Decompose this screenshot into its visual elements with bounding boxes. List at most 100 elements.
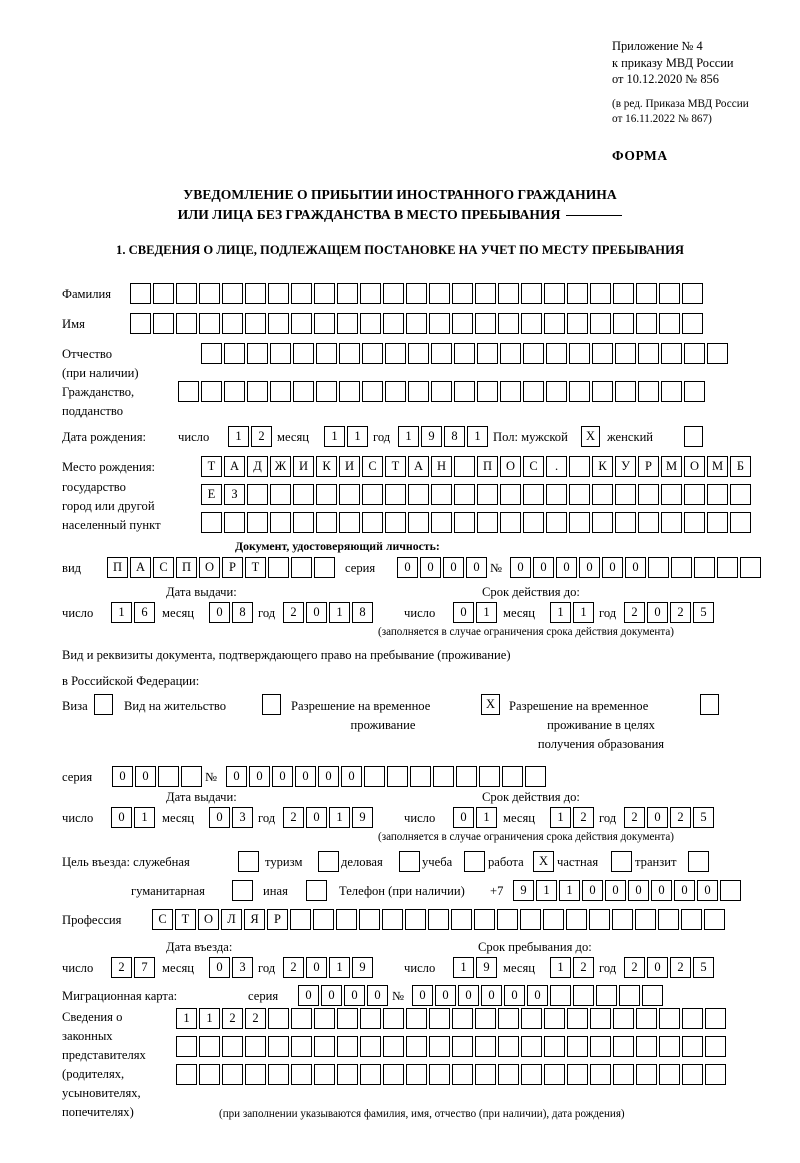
form-char-cell[interactable] — [682, 313, 703, 334]
form-char-cell[interactable] — [567, 1036, 588, 1057]
form-char-cell[interactable]: 0 — [481, 985, 502, 1006]
form-char-cell[interactable] — [454, 456, 475, 477]
form-char-cell[interactable] — [359, 909, 380, 930]
form-char-cell[interactable] — [544, 283, 565, 304]
form-char-cell[interactable] — [659, 1064, 680, 1085]
form-char-cell[interactable] — [543, 909, 564, 930]
form-char-cell[interactable]: П — [107, 557, 128, 578]
form-char-cell[interactable] — [590, 1064, 611, 1085]
form-char-cell[interactable] — [479, 766, 500, 787]
temp-residence-checkbox[interactable]: X — [481, 694, 500, 715]
form-char-cell[interactable] — [546, 484, 567, 505]
purpose-study-checkbox[interactable] — [464, 851, 487, 872]
form-char-cell[interactable]: X — [533, 851, 554, 872]
form-char-cell[interactable]: 0 — [453, 602, 474, 623]
form-char-cell[interactable] — [318, 851, 339, 872]
form-char-cell[interactable] — [589, 909, 610, 930]
form-char-cell[interactable] — [199, 313, 220, 334]
form-char-cell[interactable] — [525, 766, 546, 787]
purpose-transit-checkbox[interactable] — [688, 851, 711, 872]
form-char-cell[interactable] — [339, 512, 360, 533]
form-char-cell[interactable]: 7 — [134, 957, 155, 978]
form-char-cell[interactable] — [314, 1036, 335, 1057]
form-char-cell[interactable]: Т — [385, 456, 406, 477]
form-char-cell[interactable] — [688, 851, 709, 872]
sex-male-checkbox[interactable]: X — [581, 426, 600, 447]
form-char-cell[interactable] — [314, 1064, 335, 1085]
form-char-cell[interactable]: 1 — [347, 426, 368, 447]
form-char-cell[interactable] — [406, 1008, 427, 1029]
form-char-cell[interactable] — [592, 381, 613, 402]
form-char-cell[interactable] — [247, 343, 268, 364]
form-char-cell[interactable] — [337, 283, 358, 304]
form-char-cell[interactable] — [500, 343, 521, 364]
form-char-cell[interactable] — [291, 313, 312, 334]
form-char-cell[interactable] — [613, 1036, 634, 1057]
form-char-cell[interactable]: У — [615, 456, 636, 477]
form-char-cell[interactable]: 9 — [476, 957, 497, 978]
form-char-cell[interactable] — [546, 343, 567, 364]
form-char-cell[interactable]: 0 — [295, 766, 316, 787]
form-char-cell[interactable] — [682, 1008, 703, 1029]
form-char-cell[interactable] — [383, 1064, 404, 1085]
form-char-cell[interactable]: 0 — [209, 602, 230, 623]
form-char-cell[interactable]: 1 — [453, 957, 474, 978]
form-char-cell[interactable]: 2 — [111, 957, 132, 978]
form-char-cell[interactable]: 2 — [251, 426, 272, 447]
form-char-cell[interactable]: 1 — [550, 957, 571, 978]
form-char-cell[interactable] — [429, 283, 450, 304]
form-char-cell[interactable] — [429, 1064, 450, 1085]
form-char-cell[interactable] — [429, 313, 450, 334]
form-char-cell[interactable] — [268, 1008, 289, 1029]
form-char-cell[interactable]: 8 — [444, 426, 465, 447]
form-char-cell[interactable] — [362, 512, 383, 533]
form-char-cell[interactable] — [316, 381, 337, 402]
form-char-cell[interactable] — [671, 557, 692, 578]
form-char-cell[interactable] — [224, 381, 245, 402]
form-char-cell[interactable]: 0 — [209, 957, 230, 978]
form-char-cell[interactable] — [658, 909, 679, 930]
form-char-cell[interactable]: 6 — [134, 602, 155, 623]
form-char-cell[interactable] — [590, 283, 611, 304]
purpose-other-checkbox[interactable] — [306, 880, 329, 901]
form-char-cell[interactable]: 0 — [527, 985, 548, 1006]
form-char-cell[interactable]: 0 — [510, 557, 531, 578]
form-char-cell[interactable] — [199, 1036, 220, 1057]
form-char-cell[interactable] — [290, 909, 311, 930]
form-char-cell[interactable] — [740, 557, 761, 578]
form-char-cell[interactable] — [705, 1064, 726, 1085]
form-char-cell[interactable]: 1 — [467, 426, 488, 447]
form-char-cell[interactable] — [429, 1008, 450, 1029]
form-char-cell[interactable]: 1 — [329, 957, 350, 978]
form-char-cell[interactable]: 2 — [283, 957, 304, 978]
form-char-cell[interactable]: 8 — [232, 602, 253, 623]
form-char-cell[interactable]: Ж — [270, 456, 291, 477]
form-char-cell[interactable]: 2 — [670, 807, 691, 828]
form-char-cell[interactable]: Я — [244, 909, 265, 930]
purpose-private-checkbox[interactable] — [611, 851, 634, 872]
form-char-cell[interactable] — [544, 1008, 565, 1029]
form-char-cell[interactable]: С — [152, 909, 173, 930]
form-char-cell[interactable] — [720, 880, 741, 901]
form-char-cell[interactable]: А — [224, 456, 245, 477]
form-char-cell[interactable] — [293, 512, 314, 533]
form-char-cell[interactable] — [360, 283, 381, 304]
form-char-cell[interactable] — [362, 484, 383, 505]
form-char-cell[interactable] — [385, 381, 406, 402]
form-char-cell[interactable] — [521, 1064, 542, 1085]
form-char-cell[interactable]: С — [153, 557, 174, 578]
form-char-cell[interactable]: 0 — [306, 957, 327, 978]
form-char-cell[interactable] — [523, 512, 544, 533]
form-char-cell[interactable] — [314, 557, 335, 578]
form-char-cell[interactable] — [684, 484, 705, 505]
form-char-cell[interactable] — [454, 381, 475, 402]
form-char-cell[interactable] — [638, 512, 659, 533]
form-char-cell[interactable]: 0 — [647, 602, 668, 623]
form-char-cell[interactable] — [431, 343, 452, 364]
form-char-cell[interactable] — [291, 1036, 312, 1057]
form-char-cell[interactable] — [293, 381, 314, 402]
